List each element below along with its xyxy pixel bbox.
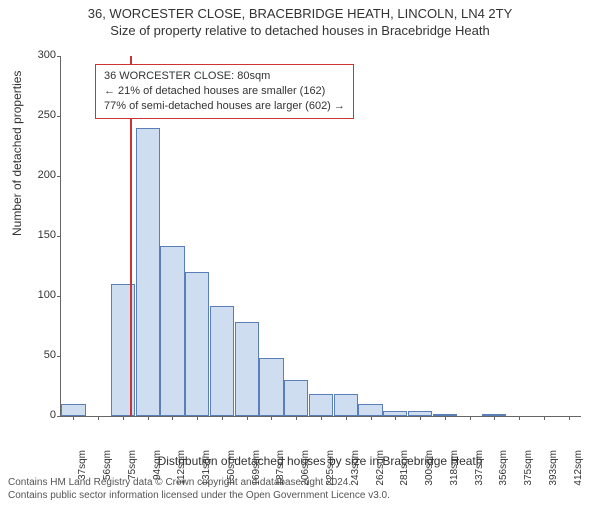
x-tick-mark bbox=[569, 416, 570, 420]
x-tick-mark bbox=[148, 416, 149, 420]
histogram-bar bbox=[210, 306, 234, 416]
y-tick-label: 200 bbox=[26, 169, 56, 181]
y-tick-label: 250 bbox=[26, 109, 56, 121]
histogram-bar bbox=[358, 404, 382, 416]
y-tick-label: 100 bbox=[26, 289, 56, 301]
x-tick-label: 318sqm bbox=[449, 450, 460, 490]
x-tick-mark bbox=[470, 416, 471, 420]
chart-title-line1: 36, WORCESTER CLOSE, BRACEBRIDGE HEATH, … bbox=[0, 6, 600, 21]
info-line2: ← 21% of detached houses are smaller (16… bbox=[104, 84, 345, 99]
info-line3: 77% of semi-detached houses are larger (… bbox=[104, 99, 345, 114]
histogram-bar bbox=[61, 404, 85, 416]
info-line1: 36 WORCESTER CLOSE: 80sqm bbox=[104, 69, 345, 84]
x-tick-label: 375sqm bbox=[523, 450, 534, 490]
histogram-bar bbox=[185, 272, 209, 416]
y-tick-label: 300 bbox=[26, 49, 56, 61]
x-tick-mark bbox=[494, 416, 495, 420]
x-tick-mark bbox=[197, 416, 198, 420]
x-tick-mark bbox=[98, 416, 99, 420]
x-tick-label: 356sqm bbox=[498, 450, 509, 490]
x-tick-mark bbox=[420, 416, 421, 420]
x-tick-mark bbox=[346, 416, 347, 420]
x-tick-mark bbox=[247, 416, 248, 420]
x-tick-mark bbox=[395, 416, 396, 420]
y-tick-mark bbox=[57, 356, 61, 357]
histogram-bar bbox=[309, 394, 333, 416]
histogram-bar bbox=[235, 322, 259, 416]
y-tick-mark bbox=[57, 116, 61, 117]
marker-info-box: 36 WORCESTER CLOSE: 80sqm ← 21% of detac… bbox=[95, 64, 354, 119]
x-tick-mark bbox=[445, 416, 446, 420]
histogram-bar bbox=[284, 380, 308, 416]
histogram-bar bbox=[334, 394, 358, 416]
x-tick-label: 337sqm bbox=[474, 450, 485, 490]
chart-title-line2: Size of property relative to detached ho… bbox=[0, 23, 600, 38]
footer-line2: Contains public sector information licen… bbox=[8, 490, 390, 503]
x-tick-label: 300sqm bbox=[424, 450, 435, 490]
x-tick-mark bbox=[271, 416, 272, 420]
x-tick-mark bbox=[73, 416, 74, 420]
x-tick-mark bbox=[222, 416, 223, 420]
x-tick-mark bbox=[371, 416, 372, 420]
x-tick-label: 412sqm bbox=[573, 450, 584, 490]
y-axis-label: Number of detached properties bbox=[10, 71, 24, 236]
x-tick-mark bbox=[296, 416, 297, 420]
histogram-bar bbox=[136, 128, 160, 416]
x-tick-mark bbox=[321, 416, 322, 420]
footer-line1: Contains HM Land Registry data © Crown c… bbox=[8, 477, 390, 490]
y-tick-label: 0 bbox=[26, 409, 56, 421]
x-tick-label: 281sqm bbox=[399, 450, 410, 490]
footer-attribution: Contains HM Land Registry data © Crown c… bbox=[8, 477, 390, 502]
x-tick-label: 393sqm bbox=[548, 450, 559, 490]
x-tick-mark bbox=[123, 416, 124, 420]
y-tick-mark bbox=[57, 296, 61, 297]
x-tick-mark bbox=[544, 416, 545, 420]
x-tick-mark bbox=[172, 416, 173, 420]
y-tick-label: 50 bbox=[26, 349, 56, 361]
x-tick-mark bbox=[519, 416, 520, 420]
y-tick-mark bbox=[57, 416, 61, 417]
histogram-bar bbox=[259, 358, 283, 416]
y-tick-label: 150 bbox=[26, 229, 56, 241]
y-tick-mark bbox=[57, 56, 61, 57]
chart-container: 05010015020025030037sqm56sqm75sqm94sqm11… bbox=[60, 56, 580, 416]
y-tick-mark bbox=[57, 236, 61, 237]
histogram-bar bbox=[160, 246, 184, 416]
y-tick-mark bbox=[57, 176, 61, 177]
